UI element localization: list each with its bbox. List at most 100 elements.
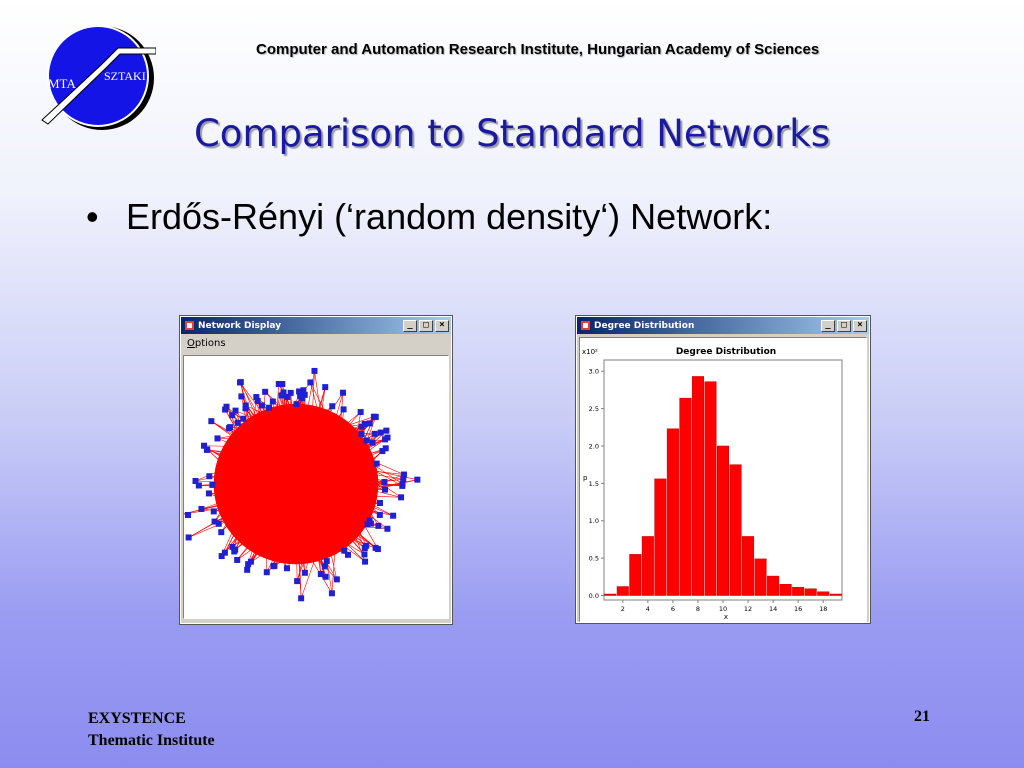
network-edge	[300, 449, 372, 524]
network-node	[232, 407, 239, 414]
network-edge	[278, 383, 330, 485]
network-node	[341, 547, 348, 554]
y-tick-label: 2.5	[589, 405, 599, 413]
bar	[691, 376, 704, 596]
network-node	[317, 571, 324, 578]
network-node	[370, 413, 377, 420]
page-number: 21	[914, 708, 930, 725]
network-edge	[310, 382, 342, 500]
x-tick-label: 18	[819, 605, 827, 613]
menu-options[interactable]: Options	[187, 338, 226, 349]
network-edge	[326, 416, 375, 531]
network-edge	[237, 422, 260, 467]
network-edge	[309, 502, 381, 515]
x-axis-label: x	[724, 613, 728, 621]
close-button[interactable]: ×	[435, 319, 449, 332]
network-edge	[310, 382, 348, 456]
network-node	[400, 471, 407, 478]
chart-panel: Degree Distribution x10² p x 0.0 0.5 1.0 1.…	[579, 337, 867, 622]
network-node	[269, 398, 276, 405]
network-node	[270, 563, 277, 570]
network-node	[400, 476, 407, 483]
network-node	[301, 569, 308, 576]
x-tick-label: 14	[769, 605, 777, 613]
network-edge	[273, 494, 297, 567]
bar	[804, 588, 817, 596]
degree-window-titlebar[interactable]: Degree Distribution _ □ ×	[577, 317, 869, 334]
network-edge	[298, 483, 328, 562]
bar	[604, 593, 617, 596]
network-node	[328, 590, 335, 597]
network-edge	[270, 383, 280, 486]
network-node	[214, 435, 221, 442]
network-node	[369, 439, 376, 446]
network-node	[414, 476, 421, 483]
bar	[629, 554, 642, 596]
network-edge	[188, 494, 289, 538]
network-edge	[228, 428, 273, 478]
network-edge	[294, 485, 368, 525]
network-node	[323, 558, 330, 565]
network-edge	[336, 392, 344, 468]
network-edge	[272, 443, 372, 524]
bar	[729, 464, 742, 596]
bullet-marker: •	[86, 196, 99, 237]
network-node	[210, 508, 217, 515]
network-window-titlebar[interactable]: Network Display _ □ ×	[181, 317, 451, 334]
network-edge	[261, 391, 266, 452]
network-node	[206, 473, 213, 480]
network-node	[262, 388, 269, 395]
degree-distribution-window[interactable]: Degree Distribution _ □ × Degree Distrib…	[575, 315, 871, 624]
y-tick-label: 2.0	[589, 442, 599, 450]
network-edge	[188, 479, 293, 538]
network-node	[390, 512, 397, 519]
network-node	[399, 482, 406, 489]
network-edge	[234, 479, 314, 550]
network-edge	[296, 505, 318, 582]
y-tick-label: 1.0	[589, 517, 599, 525]
network-edge	[273, 390, 304, 510]
slide-title: Comparison to Standard Networks	[193, 112, 831, 155]
network-node	[362, 558, 369, 565]
network-node	[204, 446, 211, 453]
network-node	[322, 384, 329, 391]
close-button[interactable]: ×	[853, 319, 867, 332]
x-tick-label: 12	[744, 605, 752, 613]
network-edge	[277, 404, 297, 492]
x-tick-label: 10	[719, 605, 727, 613]
bar	[792, 587, 805, 596]
network-node	[254, 397, 261, 404]
network-edge	[288, 442, 326, 577]
network-node	[358, 423, 365, 430]
network-node	[340, 389, 347, 396]
network-node	[208, 418, 215, 425]
maximize-button[interactable]: □	[837, 319, 851, 332]
network-edge	[324, 461, 370, 521]
network-edge	[316, 493, 333, 594]
degree-distribution-chart: Degree Distribution x10² p x 0.0 0.5 1.0 1.…	[582, 347, 843, 621]
network-node	[244, 566, 251, 573]
network-edge	[188, 463, 316, 538]
y-axis-label: p	[583, 474, 588, 482]
network-edge	[296, 482, 306, 573]
network-display-window[interactable]: Network Display _ □ × Options	[179, 315, 453, 625]
network-menubar: Options	[181, 334, 451, 353]
network-edge	[266, 495, 356, 573]
network-edge	[326, 450, 337, 562]
network-node	[375, 522, 382, 529]
network-node	[218, 529, 225, 536]
minimize-button[interactable]: _	[821, 319, 835, 332]
network-node	[231, 548, 238, 555]
network-node	[322, 573, 329, 580]
network-node	[227, 424, 234, 431]
minimize-button[interactable]: _	[403, 319, 417, 332]
maximize-button[interactable]: □	[419, 319, 433, 332]
network-node	[247, 558, 254, 565]
network-edge	[274, 519, 306, 567]
footer-org-line1: EXYSTENCE	[88, 710, 186, 727]
network-node	[240, 415, 247, 422]
network-canvas-panel	[179, 355, 449, 619]
bar	[654, 478, 667, 596]
network-edge	[198, 471, 338, 486]
network-nodes	[185, 367, 421, 602]
